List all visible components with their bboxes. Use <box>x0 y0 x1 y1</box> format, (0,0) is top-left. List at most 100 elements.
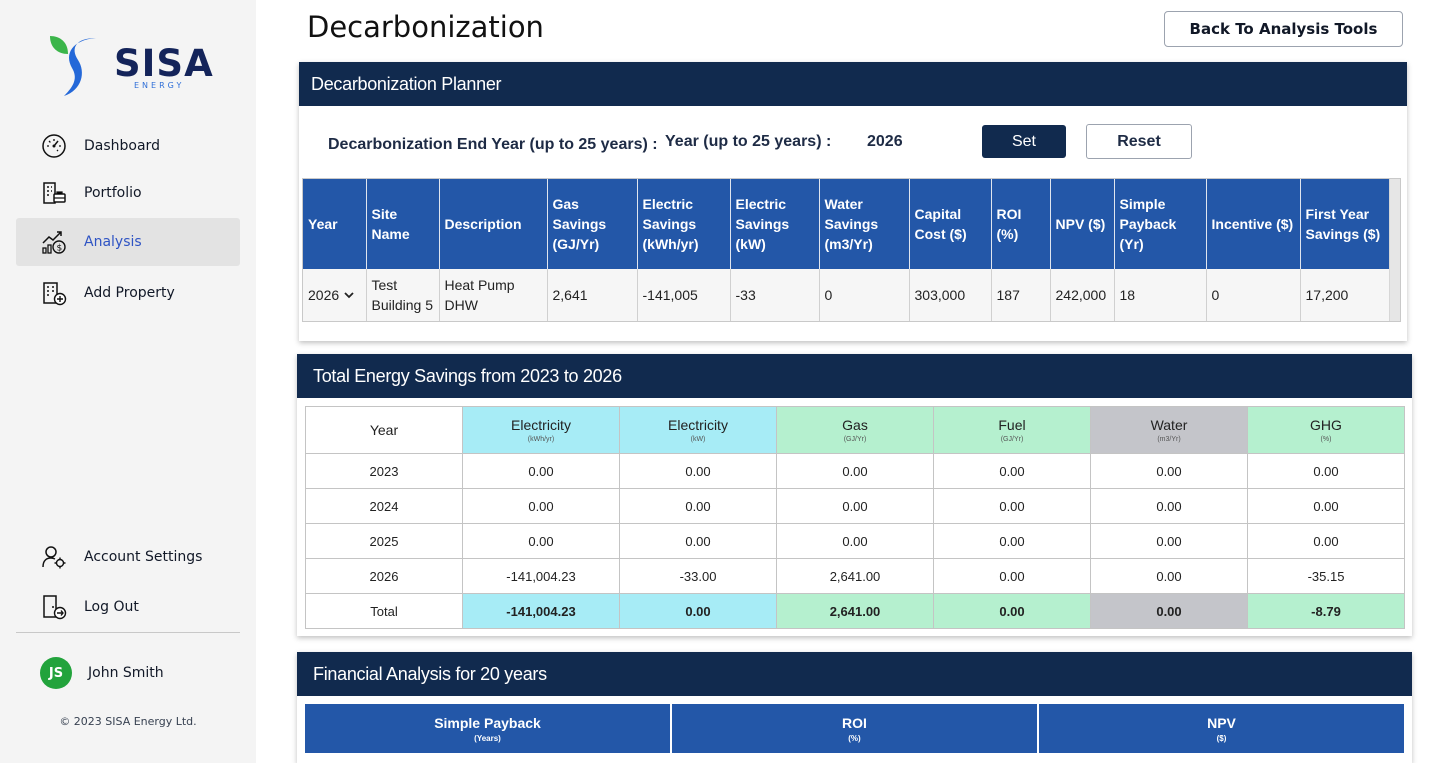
column-header-gas: Gas (GJ/Yr) <box>776 406 934 454</box>
year-select-value: 2026 <box>308 287 340 303</box>
table-row: 2026 -141,004.23 -33.00 2,641.00 0.00 0.… <box>305 558 1405 594</box>
table-cell: 0.00 <box>1090 558 1248 594</box>
planner-table-container: Year Site Name Description Gas Savings (… <box>302 178 1401 322</box>
column-header: Capital Cost ($) <box>909 179 992 269</box>
column-header: NPV ($) <box>1050 179 1115 269</box>
year-value-field[interactable]: 2026 <box>867 133 903 150</box>
table-row: 2025 0.00 0.00 0.00 0.00 0.00 0.00 <box>305 523 1405 559</box>
table-cell: -141,004.23 <box>462 558 620 594</box>
table-cell: 17,200 <box>1300 269 1391 321</box>
column-header-simple-payback: Simple Payback (Years) <box>305 704 672 753</box>
set-button[interactable]: Set <box>982 125 1066 158</box>
column-header-roi: ROI (%) <box>671 704 1039 753</box>
table-cell: 0.00 <box>462 523 620 559</box>
table-cell: 0.00 <box>776 523 934 559</box>
year-select[interactable]: 2026 <box>308 285 361 305</box>
energy-savings-table: Year Electricity (kWh/yr) Electricity (kW)… <box>305 406 1405 629</box>
avatar: JS <box>40 657 72 689</box>
column-header: First Year Savings ($) <box>1300 179 1391 269</box>
table-row: 2024 0.00 0.00 0.00 0.00 0.00 0.00 <box>305 488 1405 524</box>
table-cell: 2,641.00 <box>776 593 934 629</box>
sidebar-item-label: Portfolio <box>84 185 142 201</box>
column-header: Description <box>439 179 548 269</box>
table-cell: 187 <box>991 269 1051 321</box>
table-cell: 0.00 <box>619 593 777 629</box>
table-cell: 0.00 <box>1090 453 1248 489</box>
planner-table: Year Site Name Description Gas Savings (… <box>303 179 1391 321</box>
table-cell: 2025 <box>305 523 463 559</box>
chevron-down-icon <box>344 292 354 299</box>
column-header: Site Name <box>366 179 440 269</box>
table-header-row: Simple Payback (Years) ROI (%) NPV ($) <box>305 704 1404 753</box>
column-header: Incentive ($) <box>1206 179 1301 269</box>
building-plus-icon <box>40 279 68 307</box>
table-cell: 2,641.00 <box>776 558 934 594</box>
sidebar-item-portfolio[interactable]: Portfolio <box>16 169 240 217</box>
column-header-fuel: Fuel (GJ/Yr) <box>933 406 1091 454</box>
column-header: Year <box>303 179 367 269</box>
sidebar-item-dashboard[interactable]: Dashboard <box>16 122 240 170</box>
page-title: Decarbonization <box>307 10 544 44</box>
table-total-row: Total -141,004.23 0.00 2,641.00 0.00 0.0… <box>305 593 1405 629</box>
sidebar-item-label: Account Settings <box>84 549 203 565</box>
panel-title: Total Energy Savings from 2023 to 2026 <box>297 354 1412 398</box>
sidebar-divider <box>16 632 240 633</box>
table-cell: -33.00 <box>619 558 777 594</box>
table-cell: 0.00 <box>776 488 934 524</box>
column-header-electricity-kwh: Electricity (kWh/yr) <box>462 406 620 454</box>
panel-title: Decarbonization Planner <box>299 62 1407 106</box>
table-cell: 0.00 <box>462 488 620 524</box>
table-cell: 0.00 <box>1090 488 1248 524</box>
sisa-logo[interactable]: SISA ENERGY <box>48 34 218 100</box>
table-cell: 2024 <box>305 488 463 524</box>
sidebar-item-log-out[interactable]: Log Out <box>16 583 240 631</box>
sidebar-item-label: Log Out <box>84 599 139 615</box>
table-cell: Heat Pump DHW <box>439 269 548 321</box>
year-cell: 2026 <box>303 269 367 321</box>
back-to-analysis-tools-button[interactable]: Back To Analysis Tools <box>1164 11 1403 47</box>
user-name: John Smith <box>88 665 164 681</box>
sidebar-item-add-property[interactable]: Add Property <box>16 269 240 317</box>
copyright: © 2023 SISA Energy Ltd. <box>59 715 197 728</box>
table-cell: Test Building 5 <box>366 269 440 321</box>
financial-table: Simple Payback (Years) ROI (%) NPV ($) <box>305 704 1404 753</box>
column-header: Gas Savings (GJ/Yr) <box>547 179 638 269</box>
table-cell: -33 <box>730 269 820 321</box>
table-cell: 0 <box>1206 269 1301 321</box>
financial-analysis-panel: Financial Analysis for 20 years Simple P… <box>297 652 1412 763</box>
svg-text:$: $ <box>57 244 63 254</box>
table-cell: 2023 <box>305 453 463 489</box>
sidebar-item-analysis[interactable]: $ Analysis <box>16 218 240 266</box>
column-header-water: Water (m3/Yr) <box>1090 406 1248 454</box>
table-header-row: Year Site Name Description Gas Savings (… <box>303 179 1391 269</box>
table-cell: 0.00 <box>1247 523 1405 559</box>
user-profile[interactable]: JS John Smith <box>40 657 164 689</box>
column-header-electricity-kw: Electricity (kW) <box>619 406 777 454</box>
table-cell: 0.00 <box>1090 593 1248 629</box>
table-header-row: Year Electricity (kWh/yr) Electricity (kW)… <box>305 406 1405 454</box>
end-year-label: Decarbonization End Year (up to 25 years… <box>328 136 658 153</box>
user-gear-icon <box>40 543 68 571</box>
sidebar-item-account-settings[interactable]: Account Settings <box>16 533 240 581</box>
table-cell: -141,005 <box>637 269 731 321</box>
table-cell: Total <box>305 593 463 629</box>
building-briefcase-icon <box>40 179 68 207</box>
logo-wordmark: SISA <box>114 42 214 85</box>
sidebar: SISA ENERGY Dashboard Portfolio $ Analys… <box>0 0 256 763</box>
table-scrollbar[interactable] <box>1389 179 1400 321</box>
sidebar-item-label: Add Property <box>84 285 175 301</box>
table-cell: 0.00 <box>619 453 777 489</box>
table-cell: 0.00 <box>933 453 1091 489</box>
table-cell: 18 <box>1114 269 1207 321</box>
reset-button[interactable]: Reset <box>1086 124 1192 159</box>
sisa-leaf-s-logo-icon <box>50 36 96 96</box>
table-cell: -141,004.23 <box>462 593 620 629</box>
table-cell: 0.00 <box>1090 523 1248 559</box>
table-cell: -8.79 <box>1247 593 1405 629</box>
energy-savings-panel: Total Energy Savings from 2023 to 2026 Y… <box>297 354 1412 636</box>
table-cell: 0.00 <box>462 453 620 489</box>
column-header-year: Year <box>305 406 463 454</box>
column-header: Water Savings (m3/Yr) <box>819 179 910 269</box>
logo-subtitle: ENERGY <box>134 81 185 90</box>
panel-title: Financial Analysis for 20 years <box>297 652 1412 696</box>
